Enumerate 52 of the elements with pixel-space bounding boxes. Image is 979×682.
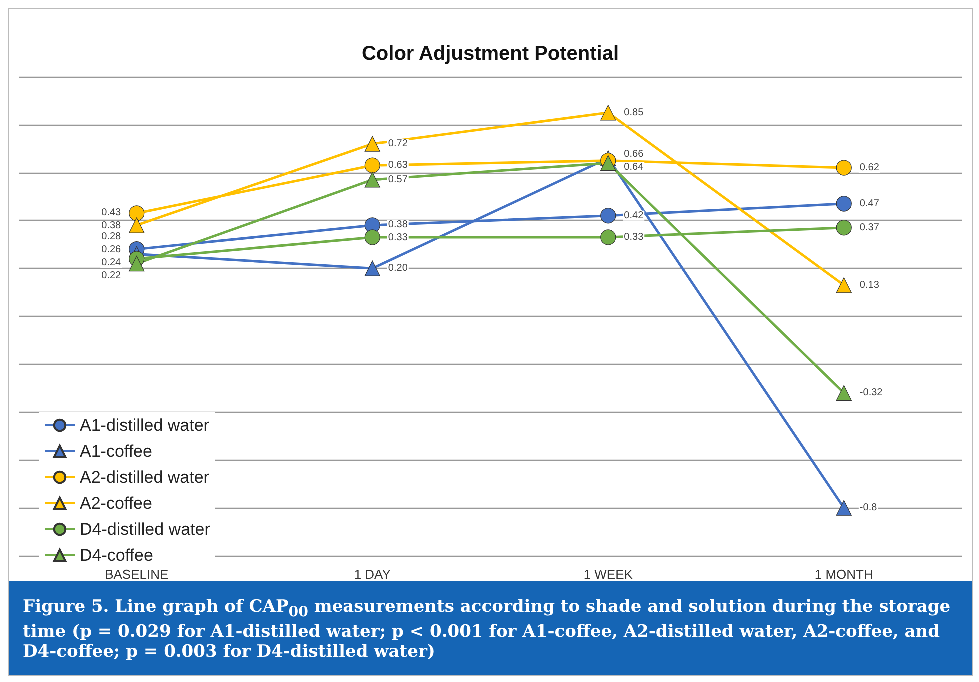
- point: [364, 172, 380, 188]
- point: [836, 160, 852, 176]
- data-label: -0.8: [860, 502, 878, 514]
- point: [836, 220, 852, 236]
- data-label: 0.85: [624, 107, 644, 118]
- point: [600, 230, 616, 246]
- point: [836, 196, 852, 212]
- point: [129, 206, 145, 222]
- legend-label: A2-coffee: [80, 494, 152, 513]
- data-label: 0.26: [102, 244, 122, 256]
- point: [129, 218, 145, 234]
- x-tick-label: 1 MONTH: [814, 567, 874, 582]
- point: [364, 136, 380, 152]
- legend-label: D4-coffee: [80, 546, 154, 565]
- data-label: 0.33: [624, 232, 644, 243]
- data-label: 0.24: [102, 258, 122, 269]
- legend-label: A2-distilled water: [80, 468, 210, 487]
- data-label: 0.28: [102, 232, 122, 243]
- data-label: 0.64: [624, 162, 644, 173]
- point: [364, 260, 380, 276]
- x-tick-label: 1 DAY: [354, 567, 392, 582]
- legend-label: D4-distilled water: [80, 520, 211, 539]
- point: [364, 230, 380, 246]
- point: [600, 208, 616, 224]
- data-label: 0.33: [388, 232, 408, 244]
- data-label: 0.63: [388, 160, 408, 172]
- point: [836, 500, 852, 516]
- data-label: -0.32: [860, 388, 884, 399]
- point: [836, 385, 852, 401]
- point: [364, 158, 380, 174]
- data-label: 0.66: [624, 148, 644, 160]
- point: [600, 105, 616, 121]
- point: [129, 256, 145, 272]
- data-label: 0.42: [624, 210, 644, 222]
- data-label: 0.47: [860, 198, 880, 210]
- x-tick-label: 1 WEEK: [584, 567, 634, 582]
- data-label: 0.72: [388, 138, 408, 150]
- point: [836, 278, 852, 294]
- chart-title: Color Adjustment Potential: [362, 43, 620, 65]
- data-label: 0.62: [860, 162, 880, 174]
- data-label: 0.57: [388, 174, 408, 186]
- data-label: 0.37: [860, 222, 880, 234]
- data-label: 0.38: [102, 220, 122, 232]
- data-label: 0.43: [102, 208, 122, 219]
- legend-label: A1-distilled water: [80, 416, 210, 435]
- data-label: 0.13: [860, 280, 880, 291]
- data-label: 0.22: [102, 270, 122, 282]
- caption: Figure 5. Line graph of CAP$_{00}$ measurements according to shade and solution during the storage time (p = 0.029 for A1-distilled water; p < 0.001 for A1-coffee, A2-distilled water, A2-coffee, and D4-coffee; p = 0.003 for D4-distilled water): [9, 581, 972, 675]
- data-label: 0.20: [388, 263, 408, 274]
- data-label: 0.38: [388, 219, 408, 230]
- legend-label: A1-coffee: [80, 442, 152, 461]
- x-tick-label: BASELINE: [105, 567, 169, 582]
